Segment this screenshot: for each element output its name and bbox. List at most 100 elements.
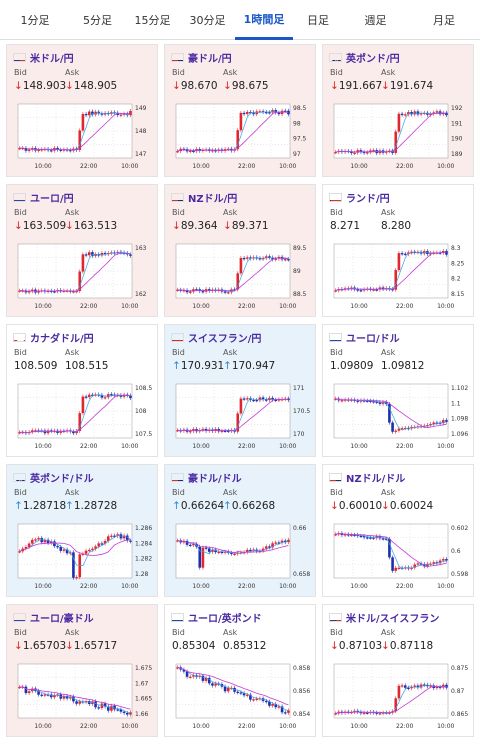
down-arrow-icon: ↓ [223, 220, 232, 232]
pair-name[interactable]: ユーロ/ドル [346, 333, 400, 345]
flag-icon [13, 192, 26, 202]
currency-card[interactable]: 豪ドル/円 Bid Ask ↓98.670 ↓98.675 98.5 98 97.5 97 10:… [164, 44, 316, 177]
ask-label: Ask [381, 488, 396, 497]
candlestick-chart[interactable]: 192 191 190 189 10:00 22:00 10:00 [330, 100, 470, 170]
pair-name[interactable]: 米ドル/スイスフラン [346, 613, 440, 625]
tab-7[interactable]: 月足 [433, 14, 455, 27]
ask-label: Ask [65, 488, 80, 497]
currency-card[interactable]: ユーロ/英ポンド Bid Ask 0.85304 0.85312 0.858 0.856 0.… [164, 604, 316, 737]
tab-6[interactable]: 週足 [364, 14, 387, 27]
candlestick-chart[interactable]: 1.286 1.284 1.282 1.28 10:00 22:00 10:00 [14, 520, 154, 590]
currency-card[interactable]: 米ドル/スイスフラン Bid Ask ↓0.87103 ↓0.87118 0.875 0.8… [322, 604, 474, 737]
currency-card[interactable]: 英ポンド/円 Bid Ask ↓191.667 ↓191.674 192 191 190 189… [322, 44, 474, 177]
y-tick: 98.5 [293, 105, 307, 112]
candlestick-chart[interactable]: 171 170.5 170 10:00 22:00 10:00 [172, 380, 312, 450]
y-tick: 170 [293, 431, 305, 438]
y-tick: 191 [451, 120, 463, 127]
ask-value: ↓98.675 [223, 80, 269, 92]
card-header: 米ドル/スイスフラン [329, 610, 440, 625]
down-arrow-icon: ↓ [14, 80, 23, 92]
down-arrow-icon: ↓ [381, 500, 390, 512]
flag-icon [171, 472, 184, 482]
y-tick: 97.5 [293, 136, 307, 143]
x-tick: 10:00 [279, 163, 296, 170]
x-tick: 10:00 [279, 303, 296, 310]
candlestick-chart[interactable]: 0.858 0.856 0.854 10:00 22:00 10:00 [172, 660, 312, 730]
candlestick-chart[interactable]: 89.5 89 88.5 10:00 22:00 10:00 [172, 240, 312, 310]
ma-long [19, 112, 131, 151]
tab-1[interactable]: 5分足 [83, 14, 112, 27]
currency-card[interactable]: NZドル/円 Bid Ask ↓89.364 ↓89.371 89.5 89 88.5 10:0… [164, 184, 316, 317]
currency-card[interactable]: 英ポンド/ドル Bid Ask ↑1.28718 ↑1.28728 1.286 1.284 1… [6, 464, 158, 597]
pair-name[interactable]: ユーロ/豪ドル [30, 613, 94, 625]
ask-value: 1.09812 [381, 360, 424, 372]
ask-label: Ask [65, 348, 80, 357]
currency-card[interactable]: ランド/円 Bid Ask 8.271 8.280 8.3 8.25 8.2 8.15 10:00… [322, 184, 474, 317]
y-tick: 97 [293, 151, 301, 158]
pair-name[interactable]: 豪ドル/ドル [188, 473, 242, 485]
candlestick-chart[interactable]: 0.875 0.87 0.865 10:00 22:00 10:00 [330, 660, 470, 730]
pair-name[interactable]: ランド/円 [346, 193, 390, 205]
card-header: ランド/円 [329, 190, 390, 205]
candlestick-chart[interactable]: 0.602 0.6 0.598 10:00 22:00 10:00 [330, 520, 470, 590]
tab-2[interactable]: 15分足 [134, 14, 171, 27]
up-arrow-icon: ↑ [14, 500, 23, 512]
pair-name[interactable]: 英ポンド/ドル [30, 473, 94, 485]
pair-name[interactable]: ユーロ/英ポンド [188, 613, 262, 625]
pair-name[interactable]: カナダドル/円 [30, 333, 94, 345]
tab-0[interactable]: 1分足 [20, 14, 50, 27]
candlestick-chart[interactable]: 108.5 108 107.5 10:00 22:00 10:00 [14, 380, 154, 450]
currency-card[interactable]: カナダドル/円 Bid Ask 108.509 108.515 108.5 108 107.5… [6, 324, 158, 457]
ask-label: Ask [65, 628, 80, 637]
currency-card[interactable]: 米ドル/円 Bid Ask ↓148.903 ↓148.905 149 148 147 10:0… [6, 44, 158, 177]
y-tick: 0.658 [293, 571, 310, 578]
ask-value: 8.280 [381, 220, 411, 232]
pair-name[interactable]: NZドル/円 [188, 193, 238, 205]
x-tick: 22:00 [396, 583, 413, 590]
currency-card[interactable]: ユーロ/円 Bid Ask ↓163.509 ↓163.513 163 162 10:00 22… [6, 184, 158, 317]
pair-name[interactable]: スイスフラン/円 [188, 333, 262, 345]
candlestick-chart[interactable]: 149 148 147 10:00 22:00 10:00 [14, 100, 154, 170]
y-tick: 89 [293, 268, 301, 275]
x-tick: 10:00 [121, 303, 138, 310]
x-tick: 10:00 [437, 303, 454, 310]
pair-name[interactable]: 豪ドル/円 [188, 53, 232, 65]
card-header: 豪ドル/ドル [171, 470, 242, 485]
candlestick-chart[interactable]: 0.66 0.658 10:00 22:00 10:00 [172, 520, 312, 590]
down-arrow-icon: ↓ [172, 220, 181, 232]
y-tick: 8.2 [451, 276, 461, 283]
ma-long [177, 111, 289, 152]
ma-long [19, 686, 131, 710]
candlestick-chart[interactable]: 8.3 8.25 8.2 8.15 10:00 22:00 10:00 [330, 240, 470, 310]
candlestick-chart[interactable]: 1.675 1.67 1.665 1.66 10:00 22:00 10:00 [14, 660, 154, 730]
ma-long [335, 251, 447, 291]
down-arrow-icon: ↓ [330, 80, 339, 92]
pair-name[interactable]: ユーロ/円 [30, 193, 74, 205]
pair-name[interactable]: 米ドル/円 [30, 53, 74, 65]
y-tick: 1.665 [135, 696, 152, 703]
card-header: NZドル/ドル [329, 470, 406, 485]
ma-long [335, 685, 447, 714]
candlestick-chart[interactable]: 163 162 10:00 22:00 10:00 [14, 240, 154, 310]
y-tick: 0.6 [451, 548, 461, 555]
tab-4[interactable]: 1時間足 [235, 0, 293, 40]
up-arrow-icon: ↑ [65, 500, 74, 512]
bid-label: Bid [330, 628, 343, 637]
tab-3[interactable]: 30分足 [189, 14, 226, 27]
currency-card[interactable]: ユーロ/豪ドル Bid Ask ↓1.65703 ↓1.65717 1.675 1.67 1.… [6, 604, 158, 737]
pair-name[interactable]: NZドル/ドル [346, 473, 406, 485]
ask-label: Ask [223, 208, 238, 217]
candlestick-chart[interactable]: 1.102 1.1 1.098 1.096 10:00 22:00 10:00 [330, 380, 470, 450]
card-header: ユーロ/円 [13, 190, 74, 205]
flag-icon [13, 52, 26, 62]
pair-name[interactable]: 英ポンド/円 [346, 53, 400, 65]
currency-card[interactable]: ユーロ/ドル Bid Ask 1.09809 1.09812 1.102 1.1 1.098 1… [322, 324, 474, 457]
card-header: スイスフラン/円 [171, 330, 262, 345]
bid-label: Bid [14, 68, 27, 77]
tab-5[interactable]: 日足 [307, 14, 329, 27]
currency-card[interactable]: スイスフラン/円 Bid Ask ↑170.931 ↑170.947 171 170.5 17… [164, 324, 316, 457]
currency-card[interactable]: 豪ドル/ドル Bid Ask ↑0.66264 ↑0.66268 0.66 0.658 10:… [164, 464, 316, 597]
candlestick-chart[interactable]: 98.5 98 97.5 97 10:00 22:00 10:00 [172, 100, 312, 170]
currency-card[interactable]: NZドル/ドル Bid Ask ↓0.60010 ↓0.60024 0.602 0.6 0.5… [322, 464, 474, 597]
y-tick: 149 [135, 105, 147, 112]
